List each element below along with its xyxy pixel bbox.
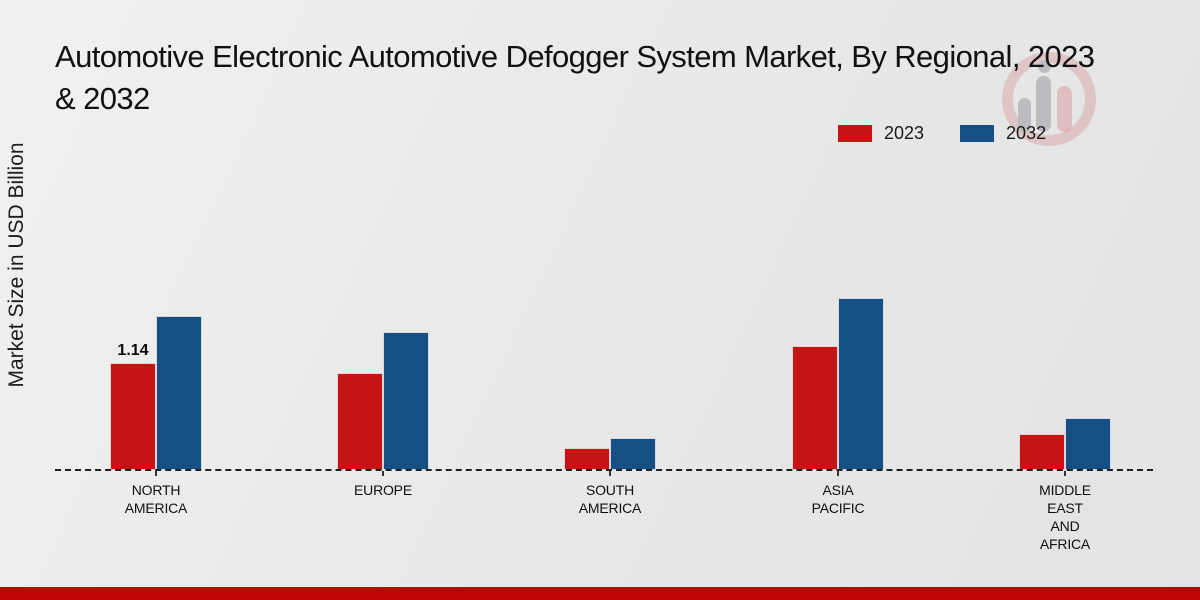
bar-2023-europe: [337, 373, 383, 470]
legend-label-2032: 2032: [1006, 123, 1047, 143]
x-axis-baseline: [55, 469, 1153, 471]
bar-2023-asia-pacific: [792, 346, 838, 470]
chart-title-line-1: Automotive Electronic Automotive Defogge…: [55, 39, 1095, 74]
legend-item-2023: 2023: [838, 123, 924, 144]
bar-2023-north-america: [110, 363, 156, 470]
logo-ring-icon: [1002, 52, 1096, 146]
bar-2032-south-america: [610, 438, 656, 470]
x-axis-label-asia-pacific: ASIA PACIFIC: [811, 482, 865, 516]
logo-person-head-icon: [1038, 60, 1051, 73]
legend-item-2032: 2032: [960, 123, 1046, 144]
x-axis-label-north-america: NORTH AMERICA: [124, 482, 188, 516]
x-axis-tick-north-america: [155, 471, 157, 476]
legend-swatch-2032: [960, 125, 995, 142]
y-axis-title: Market Size in USD Billion: [5, 142, 28, 388]
logo-bar-icon: [1018, 98, 1031, 132]
x-axis-label-middle-east-and-africa: MIDDLE EAST AND AFRICA: [1039, 482, 1091, 552]
bar-2023-middle-east-and-africa: [1019, 434, 1065, 470]
x-axis-label-europe: EUROPE: [354, 482, 412, 498]
x-axis-tick-europe: [382, 471, 384, 476]
chart-title-line-2: & 2032: [55, 81, 150, 116]
bar-2032-europe: [383, 332, 429, 470]
chart-legend: 2023 2032: [838, 123, 1046, 144]
footer-accent-strip: [0, 587, 1200, 600]
bar-2032-asia-pacific: [838, 298, 884, 470]
legend-swatch-2023: [838, 125, 872, 142]
x-axis-tick-south-america: [609, 471, 611, 476]
chart-title: Automotive Electronic Automotive Defogge…: [55, 36, 1200, 120]
bar-2032-middle-east-and-africa: [1065, 418, 1111, 470]
x-axis-tick-asia-pacific: [837, 471, 839, 476]
legend-label-2023: 2023: [884, 123, 925, 143]
publisher-logo-watermark: [1002, 52, 1098, 148]
logo-bar-icon: [1036, 76, 1051, 132]
logo-bar-icon: [1057, 86, 1072, 132]
x-axis-tick-middle-east-and-africa: [1064, 471, 1066, 476]
x-axis-label-south-america: SOUTH AMERICA: [578, 482, 642, 516]
bar-2023-south-america: [564, 448, 610, 470]
bar-value-label-2023-north-america: 1.14: [117, 342, 149, 359]
bar-2032-north-america: [156, 316, 202, 470]
